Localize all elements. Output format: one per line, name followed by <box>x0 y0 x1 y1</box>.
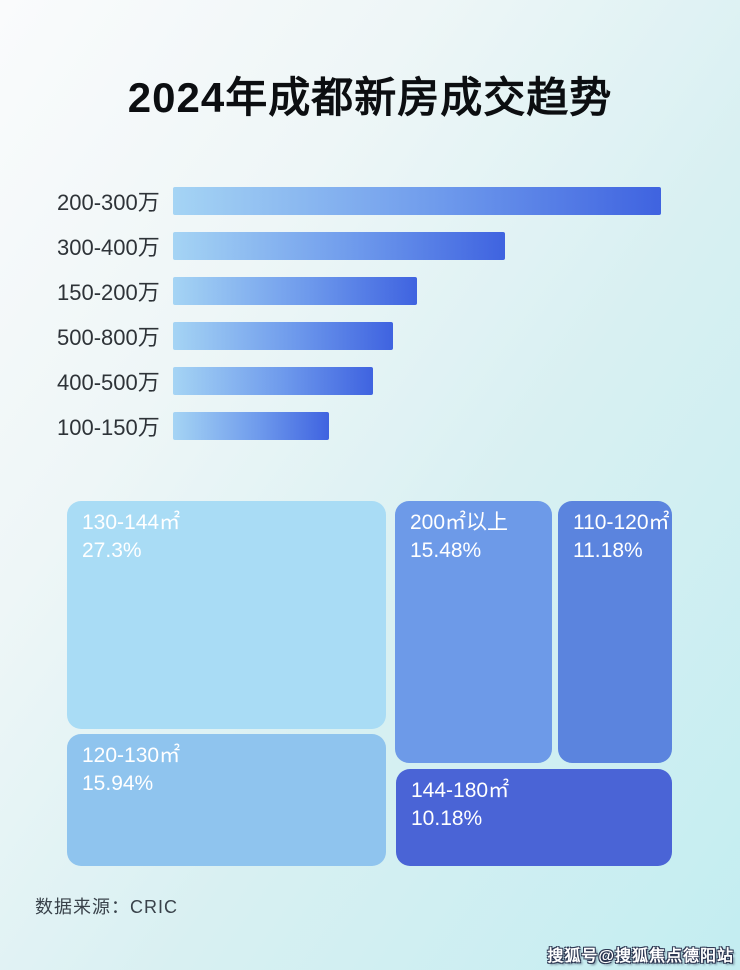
bar-fill <box>173 366 374 395</box>
bar-track <box>173 411 661 440</box>
bar-label: 100-150万 <box>57 414 160 440</box>
bar-label: 400-500万 <box>57 369 160 395</box>
bar-fill <box>173 231 505 260</box>
tile-label: 120-130㎡ <box>82 744 181 767</box>
tile-value: 27.3% <box>82 538 142 562</box>
tile-value: 15.48% <box>410 538 482 562</box>
bar-label: 150-200万 <box>57 279 160 305</box>
bar-row: 300-400万 <box>57 223 661 268</box>
tile-value: 15.94% <box>82 771 154 795</box>
bar-fill <box>173 276 417 305</box>
treemap-tile-200-plus: 200㎡以上 15.48% <box>395 501 552 763</box>
bar-fill <box>173 411 330 440</box>
bar-track <box>173 231 661 260</box>
bar-row: 150-200万 <box>57 268 661 313</box>
bar-fill <box>173 186 661 215</box>
bar-row: 500-800万 <box>57 313 661 358</box>
tile-value: 11.18% <box>573 538 643 562</box>
tile-label: 130-144㎡ <box>82 511 181 534</box>
data-source-note: 数据来源：CRIC <box>35 897 178 917</box>
treemap-tile-110-120: 110-120㎡ 11.18% <box>558 501 672 763</box>
treemap-tile-130-144: 130-144㎡ 27.3% <box>67 501 386 729</box>
bar-track <box>173 366 661 395</box>
area-share-treemap: 130-144㎡ 27.3% 200㎡以上 15.48% 110-120㎡ 11… <box>67 501 672 866</box>
tile-value: 10.18% <box>411 806 483 830</box>
tile-label: 200㎡以上 <box>410 511 509 534</box>
bar-row: 200-300万 <box>57 178 661 223</box>
bar-track <box>173 186 661 215</box>
bar-row: 100-150万 <box>57 403 661 448</box>
price-band-bar-chart: 200-300万 300-400万 150-200万 500-800万 400-… <box>57 178 661 448</box>
tile-label: 110-120㎡ <box>573 511 670 534</box>
bar-fill <box>173 321 393 350</box>
treemap-tile-120-130: 120-130㎡ 15.94% <box>67 734 386 866</box>
bar-label: 300-400万 <box>57 234 160 260</box>
bar-label: 500-800万 <box>57 324 160 350</box>
sohu-watermark: 搜狐号@搜狐焦点德阳站 <box>547 948 734 965</box>
bar-label: 200-300万 <box>57 189 160 215</box>
bar-row: 400-500万 <box>57 358 661 403</box>
treemap-tile-144-180: 144-180㎡ 10.18% <box>396 769 672 866</box>
bar-track <box>173 276 661 305</box>
bar-track <box>173 321 661 350</box>
page-title: 2024年成都新房成交趋势 <box>127 74 613 122</box>
tile-label: 144-180㎡ <box>411 779 510 802</box>
